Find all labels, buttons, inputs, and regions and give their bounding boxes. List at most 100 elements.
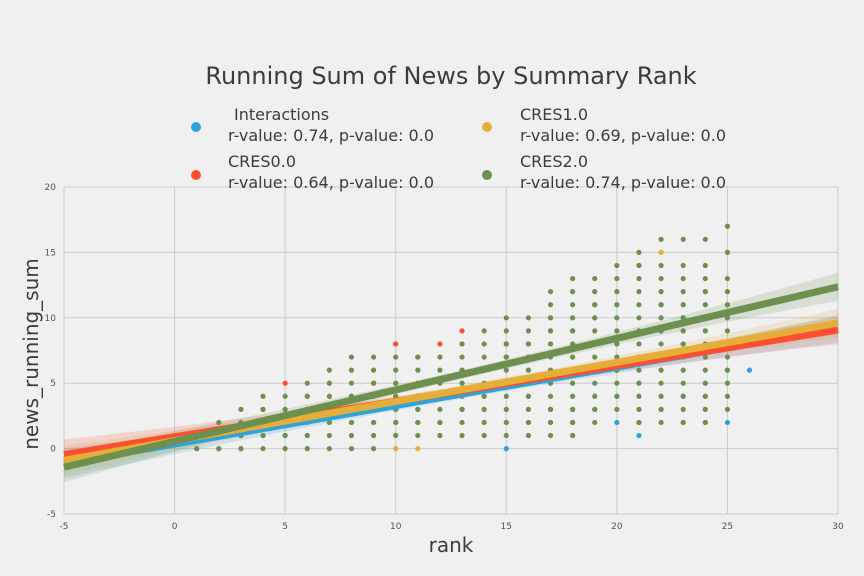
data-point-cres2-0 [348, 419, 355, 426]
data-point-interactions [614, 419, 620, 426]
data-point-cres2-0 [260, 446, 266, 452]
x-axis-label: rank [429, 533, 474, 557]
data-point-cres2-0 [481, 432, 487, 439]
legend-label-interactions: Interactions [234, 105, 329, 124]
data-point-cres2-0 [614, 341, 620, 347]
x-tick-label: 5 [282, 522, 288, 532]
data-point-cres2-0 [702, 289, 708, 295]
legend-label-cres2: CRES2.0 [520, 152, 588, 171]
data-point-cres2-0 [614, 354, 620, 360]
data-point-cres2-0 [592, 328, 598, 334]
data-point-cres2-0 [658, 315, 664, 321]
data-point-cres0-0 [459, 328, 465, 334]
y-tick-label: 10 [45, 314, 57, 324]
data-point-cres2-0 [415, 406, 421, 412]
x-tick-label: -5 [60, 522, 69, 532]
data-point-cres2-0 [326, 432, 332, 439]
data-point-cres2-0 [702, 354, 708, 360]
data-point-cres2-0 [547, 419, 554, 426]
y-tick-label: 5 [50, 379, 56, 389]
data-point-cres2-0 [570, 302, 576, 308]
data-point-cres2-0 [547, 432, 554, 439]
data-point-cres2-0 [636, 275, 642, 282]
data-point-cres2-0 [393, 354, 399, 360]
x-tick-label: 30 [832, 522, 844, 532]
data-point-cres2-0 [459, 432, 465, 439]
data-point-cres2-0 [680, 367, 686, 373]
legend-stat-cres1: r-value: 0.69, p-value: 0.0 [520, 126, 726, 145]
data-point-cres2-0 [393, 432, 399, 439]
legend-item-interactions: Interactions r-value: 0.74, p-value: 0.0 [191, 105, 434, 145]
data-point-cres2-0 [570, 380, 576, 386]
data-point-cres2-0 [680, 406, 686, 412]
data-point-cres2-0 [459, 354, 465, 360]
legend-marker-cres1 [482, 122, 492, 132]
data-point-cres2-0 [680, 328, 686, 334]
data-point-cres2-0 [481, 354, 487, 360]
data-point-cres2-0 [503, 341, 509, 347]
data-point-cres2-0 [702, 367, 708, 373]
data-point-cres2-0 [636, 419, 642, 426]
data-point-cres2-0 [658, 262, 664, 269]
data-point-cres0-0 [393, 341, 399, 347]
legend: Interactions r-value: 0.74, p-value: 0.0… [191, 105, 726, 192]
data-point-cres2-0 [702, 302, 708, 308]
data-point-cres2-0 [260, 406, 266, 412]
data-point-cres2-0 [348, 432, 355, 439]
data-point-cres2-0 [304, 446, 310, 452]
y-axis-ticks: -5 0 5 10 15 20 [45, 183, 57, 520]
data-point-cres2-0 [658, 236, 664, 242]
data-point-cres2-0 [636, 406, 642, 412]
data-point-cres2-0 [680, 289, 686, 295]
data-point-cres2-0 [702, 406, 708, 412]
x-axis-ticks: -5 0 5 10 15 20 25 30 [60, 522, 844, 532]
data-point-cres2-0 [614, 302, 620, 308]
data-point-cres2-0 [326, 380, 332, 386]
data-point-cres2-0 [614, 380, 620, 386]
data-point-cres2-0 [326, 367, 332, 373]
data-point-cres2-0 [348, 446, 355, 452]
legend-stat-cres2: r-value: 0.74, p-value: 0.0 [520, 173, 726, 192]
data-point-cres2-0 [459, 341, 465, 347]
data-point-cres2-0 [238, 446, 244, 452]
data-point-cres2-0 [680, 380, 686, 386]
data-point-cres2-0 [636, 393, 642, 399]
data-point-cres2-0 [724, 406, 731, 412]
data-point-interactions [503, 446, 509, 452]
data-point-cres2-0 [525, 419, 532, 426]
data-point-cres2-0 [282, 406, 288, 412]
data-point-cres2-0 [614, 262, 620, 269]
data-point-cres2-0 [547, 328, 554, 334]
data-point-cres2-0 [260, 432, 266, 439]
data-point-cres2-0 [570, 432, 576, 439]
data-point-cres2-0 [702, 262, 708, 269]
data-point-cres2-0 [658, 419, 664, 426]
x-tick-label: 20 [611, 522, 623, 532]
data-point-cres2-0 [415, 432, 421, 439]
y-tick-label: 0 [50, 445, 56, 455]
data-point-cres2-0 [570, 406, 576, 412]
data-point-cres2-0 [636, 289, 642, 295]
data-point-cres2-0 [724, 354, 731, 360]
data-point-cres2-0 [658, 289, 664, 295]
data-point-cres2-0 [702, 419, 708, 426]
data-point-cres2-0 [393, 367, 399, 373]
data-point-cres2-0 [371, 354, 377, 360]
data-point-cres2-0 [348, 354, 355, 360]
data-point-cres2-0 [348, 367, 355, 373]
data-point-cres0-0 [437, 341, 443, 347]
data-point-cres2-0 [724, 367, 731, 373]
grid [63, 186, 839, 515]
data-point-cres2-0 [658, 275, 664, 282]
data-point-cres2-0 [371, 367, 377, 373]
y-axis-label: news_running_sum [19, 258, 43, 450]
data-point-cres2-0 [592, 354, 598, 360]
data-point-cres2-0 [503, 315, 509, 321]
data-point-cres2-0 [658, 302, 664, 308]
data-point-cres2-0 [592, 380, 598, 386]
data-point-cres2-0 [592, 275, 598, 282]
data-point-cres2-0 [724, 393, 731, 399]
data-point-cres2-0 [437, 354, 443, 360]
data-point-interactions [636, 432, 642, 439]
data-point-cres2-0 [371, 446, 377, 452]
